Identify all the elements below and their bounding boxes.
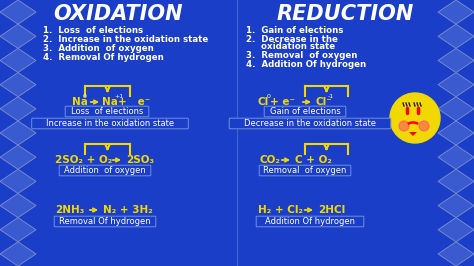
Text: 1.  Gain of elections: 1. Gain of elections: [246, 26, 343, 35]
Text: C + O₂: C + O₂: [295, 155, 332, 165]
Polygon shape: [0, 121, 36, 145]
Text: Loss  of elections: Loss of elections: [71, 107, 143, 116]
Text: 2NH₃: 2NH₃: [55, 205, 84, 215]
Text: -1: -1: [328, 94, 334, 98]
Circle shape: [390, 93, 440, 143]
Polygon shape: [438, 193, 474, 218]
Polygon shape: [0, 242, 36, 266]
Polygon shape: [0, 73, 36, 97]
FancyBboxPatch shape: [65, 106, 149, 117]
Text: Decrease in the oxidation state: Decrease in the oxidation state: [244, 119, 376, 128]
Text: 2SO₂ + O₂: 2SO₂ + O₂: [55, 155, 112, 165]
Circle shape: [399, 121, 409, 131]
Text: H₂ + Cl₂: H₂ + Cl₂: [258, 205, 303, 215]
Polygon shape: [438, 218, 474, 242]
Text: Gain of elections: Gain of elections: [270, 107, 340, 116]
Text: 2HCl: 2HCl: [318, 205, 345, 215]
Text: 1.  Loss  of elections: 1. Loss of elections: [43, 26, 143, 35]
Polygon shape: [0, 169, 36, 193]
Text: 4.  Addition Of hydrogen: 4. Addition Of hydrogen: [246, 60, 366, 69]
FancyBboxPatch shape: [259, 165, 351, 176]
Text: Addition Of hydrogen: Addition Of hydrogen: [265, 217, 355, 226]
Polygon shape: [438, 97, 474, 121]
Polygon shape: [409, 132, 417, 136]
Text: OXIDATION: OXIDATION: [53, 4, 183, 24]
Polygon shape: [0, 97, 36, 121]
Text: 0: 0: [83, 94, 87, 98]
Text: Cl: Cl: [258, 97, 269, 107]
FancyBboxPatch shape: [256, 216, 364, 227]
Circle shape: [419, 121, 429, 131]
Polygon shape: [0, 193, 36, 218]
Text: 4.  Removal Of hydrogen: 4. Removal Of hydrogen: [43, 53, 164, 62]
Text: 3.  Removal  of oxygen: 3. Removal of oxygen: [246, 51, 357, 60]
Polygon shape: [438, 242, 474, 266]
Text: Removal  of oxygen: Removal of oxygen: [264, 166, 346, 175]
Text: Removal Of hydrogen: Removal Of hydrogen: [59, 217, 151, 226]
Text: Na: Na: [102, 97, 118, 107]
Text: 2.  Increase in the oxidation state: 2. Increase in the oxidation state: [43, 35, 208, 44]
Text: REDUCTION: REDUCTION: [276, 4, 414, 24]
FancyBboxPatch shape: [229, 118, 391, 129]
Polygon shape: [0, 145, 36, 169]
Text: + e⁻: + e⁻: [270, 97, 295, 107]
Polygon shape: [438, 169, 474, 193]
Text: +1: +1: [114, 94, 123, 98]
Polygon shape: [438, 73, 474, 97]
Polygon shape: [0, 0, 36, 24]
Text: Increase in the oxidation state: Increase in the oxidation state: [46, 119, 174, 128]
Polygon shape: [0, 48, 36, 73]
Polygon shape: [438, 145, 474, 169]
Polygon shape: [438, 48, 474, 73]
Text: 2.  Decrease in the: 2. Decrease in the: [246, 35, 338, 44]
Polygon shape: [0, 24, 36, 48]
Text: N₂ + 3H₂: N₂ + 3H₂: [103, 205, 153, 215]
Text: 3.  Addition  of oxygen: 3. Addition of oxygen: [43, 44, 154, 53]
Polygon shape: [438, 0, 474, 24]
Text: 0: 0: [267, 94, 271, 98]
Polygon shape: [0, 218, 36, 242]
Text: CO₂: CO₂: [260, 155, 281, 165]
FancyBboxPatch shape: [32, 118, 188, 129]
FancyBboxPatch shape: [59, 165, 151, 176]
Text: Addition  of oxygen: Addition of oxygen: [64, 166, 146, 175]
Text: oxidation state: oxidation state: [246, 42, 335, 51]
Text: 2SO₃: 2SO₃: [126, 155, 154, 165]
Polygon shape: [438, 121, 474, 145]
Text: +   e⁻: + e⁻: [118, 97, 150, 107]
Text: Cl⁻: Cl⁻: [316, 97, 333, 107]
FancyBboxPatch shape: [264, 106, 346, 117]
Text: Na: Na: [72, 97, 88, 107]
FancyBboxPatch shape: [54, 216, 156, 227]
Polygon shape: [438, 24, 474, 48]
